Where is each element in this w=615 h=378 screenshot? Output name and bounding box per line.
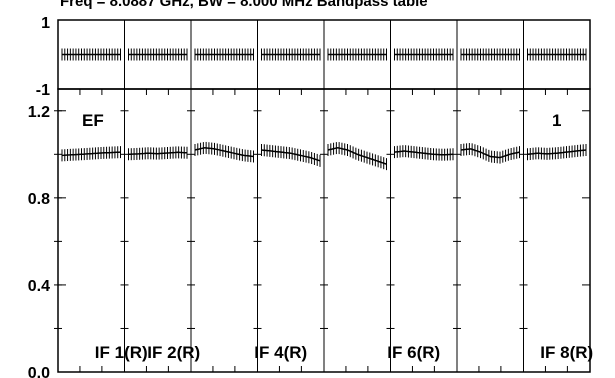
amp-series-line [61, 151, 121, 157]
if-label: IF 8(R) [540, 343, 593, 362]
phase-tick-label: -1 [36, 82, 50, 99]
amp-tick-label: 1.2 [28, 104, 50, 121]
amp-series-line [128, 151, 188, 156]
if-label: IF 6(R) [387, 343, 440, 362]
amplitude-panel: 1.2 0.8 0.4 0.0 [28, 88, 591, 378]
amp-tick-label: 0.8 [28, 191, 50, 208]
amp-series-line [394, 150, 454, 156]
if-label: IF 2(R) [147, 343, 200, 362]
amp-tick-label: 0.0 [28, 365, 50, 378]
amp-series-line [194, 147, 254, 158]
if-label: IF 1(R) [95, 343, 148, 362]
phase-tick-label: 1 [41, 15, 50, 32]
if-label: IF 4(R) [254, 343, 307, 362]
amp-series-line [327, 147, 387, 165]
amp-tick-label: 0.4 [28, 278, 50, 295]
station-label: EF [82, 111, 104, 130]
phase-panel: 1 -1 [36, 15, 591, 99]
amp-series-line [261, 149, 321, 162]
polarization-label: 1 [552, 111, 561, 130]
amp-series-line [527, 149, 587, 156]
chart-title: Freq = 8.0887 GHz, BW = 8.000 MHz Bandpa… [60, 0, 428, 10]
amp-series-line [460, 148, 520, 159]
